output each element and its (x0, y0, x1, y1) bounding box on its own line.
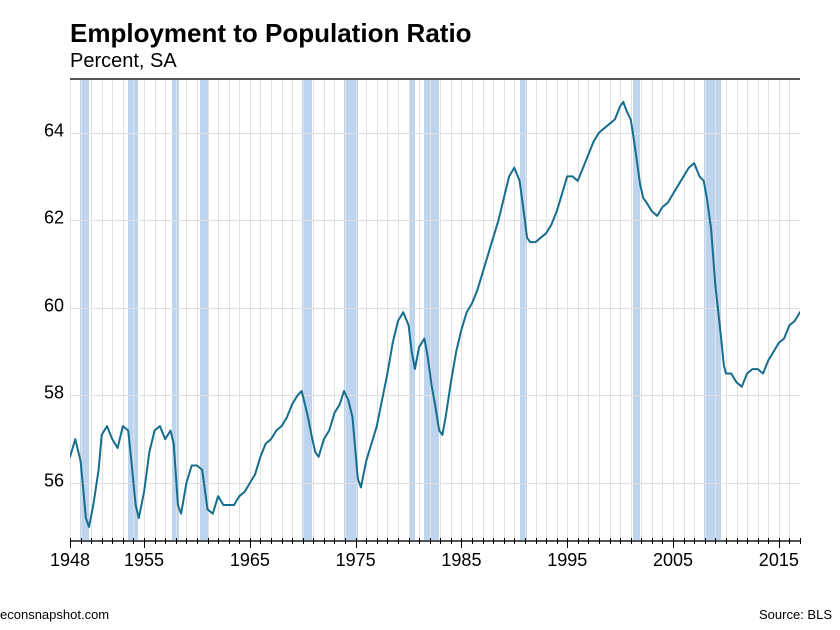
plot-area (70, 78, 800, 542)
x-tick (546, 538, 547, 544)
x-tick (536, 538, 537, 544)
x-tick (705, 538, 706, 544)
y-tick-label: 58 (44, 383, 64, 404)
x-tick (800, 538, 801, 544)
x-tick-label: 1948 (50, 550, 90, 571)
x-tick (493, 538, 494, 544)
x-tick (303, 538, 304, 544)
x-tick-label: 1965 (230, 550, 270, 571)
y-tick-label: 56 (44, 471, 64, 492)
x-tick (260, 538, 261, 544)
x-tick (186, 538, 187, 544)
x-tick (430, 538, 431, 544)
y-tick-label: 64 (44, 120, 64, 141)
x-tick (313, 538, 314, 544)
x-tick (239, 538, 240, 544)
x-tick (81, 538, 82, 544)
x-tick (684, 538, 685, 544)
x-tick (631, 538, 632, 544)
x-tick-label: 1955 (124, 550, 164, 571)
x-tick (218, 538, 219, 544)
x-tick (409, 538, 410, 544)
x-tick (694, 538, 695, 544)
x-tick (662, 538, 663, 544)
x-tick (641, 538, 642, 544)
x-tick (133, 538, 134, 544)
x-tick (768, 538, 769, 544)
x-tick (70, 538, 71, 548)
x-tick (165, 538, 166, 544)
footer-left: econsnapshot.com (0, 607, 109, 622)
x-tick (472, 538, 473, 544)
x-tick (324, 538, 325, 544)
x-tick (461, 538, 462, 548)
x-tick (292, 538, 293, 544)
x-tick (208, 538, 209, 544)
x-tick (747, 538, 748, 544)
chart-title: Employment to Population Ratio (70, 18, 472, 49)
x-tick-label: 2005 (653, 550, 693, 571)
x-tick (345, 538, 346, 544)
y-tick-label: 62 (44, 208, 64, 229)
x-tick (102, 538, 103, 544)
x-tick (483, 538, 484, 544)
chart-container: Employment to Population Ratio Percent, … (0, 0, 840, 630)
x-tick-label: 1975 (336, 550, 376, 571)
x-tick (366, 538, 367, 544)
x-tick (356, 538, 357, 548)
x-tick (197, 538, 198, 544)
x-tick (737, 538, 738, 544)
x-tick (758, 538, 759, 544)
x-tick (588, 538, 589, 544)
chart-subtitle: Percent, SA (70, 50, 177, 73)
x-tick (398, 538, 399, 544)
x-tick (789, 538, 790, 544)
x-tick (440, 538, 441, 544)
x-tick (779, 538, 780, 548)
x-tick (387, 538, 388, 544)
x-tick (144, 538, 145, 548)
x-tick (229, 538, 230, 544)
x-tick (673, 538, 674, 548)
x-tick (334, 538, 335, 544)
x-tick (451, 538, 452, 544)
x-tick (652, 538, 653, 544)
x-tick-label: 1985 (441, 550, 481, 571)
footer-right: Source: BLS (759, 607, 832, 622)
x-tick (377, 538, 378, 544)
x-tick (557, 538, 558, 544)
x-tick (112, 538, 113, 544)
x-tick (578, 538, 579, 544)
x-tick (271, 538, 272, 544)
x-tick (514, 538, 515, 544)
x-tick (282, 538, 283, 544)
series-line (70, 80, 800, 540)
x-tick (726, 538, 727, 544)
x-tick (610, 538, 611, 544)
x-tick (504, 538, 505, 544)
x-tick-label: 2015 (759, 550, 799, 571)
x-tick (91, 538, 92, 544)
x-tick (123, 538, 124, 544)
x-tick (567, 538, 568, 548)
x-tick (525, 538, 526, 544)
x-tick (419, 538, 420, 544)
x-tick (620, 538, 621, 544)
y-tick-label: 60 (44, 295, 64, 316)
x-tick (176, 538, 177, 544)
x-tick-label: 1995 (547, 550, 587, 571)
x-tick (715, 538, 716, 544)
x-tick (599, 538, 600, 544)
x-tick (155, 538, 156, 544)
x-tick (250, 538, 251, 548)
